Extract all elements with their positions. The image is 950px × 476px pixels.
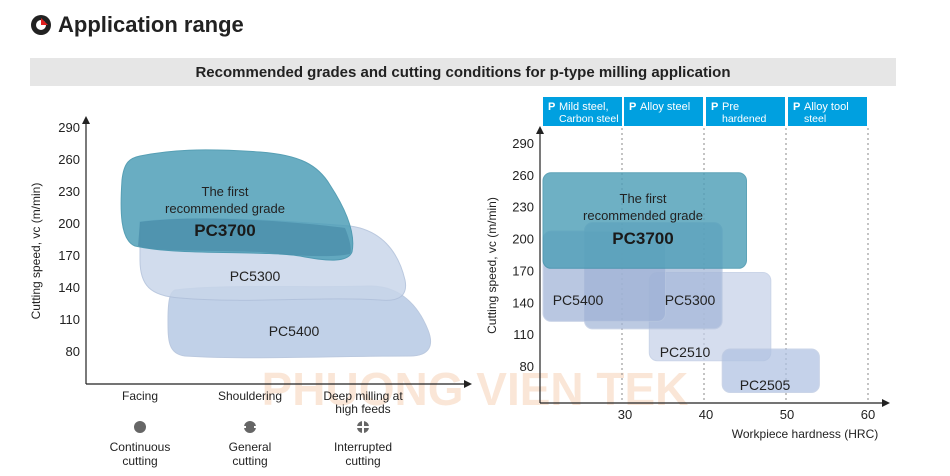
- segmented-circle-icon: [355, 419, 371, 435]
- banner-title: Recommended grades and cutting condition…: [195, 63, 731, 81]
- cutting-type-label-line1: Continuous: [110, 440, 171, 454]
- left-pc3700-label-line2: recommended grade: [165, 201, 285, 216]
- partial-circle-icon: [242, 421, 258, 433]
- right-y-axis-title: Cutting speed, vc (m/min): [485, 197, 499, 334]
- right-x-tick-label: 40: [699, 407, 713, 422]
- right-pc5300-grade: PC5300: [665, 292, 716, 308]
- chart-banner: Recommended grades and cutting condition…: [30, 58, 896, 86]
- material-label-line1: Pre: [722, 101, 739, 113]
- right-y-tick-label: 230: [512, 200, 534, 215]
- left-y-tick-label: 260: [58, 152, 80, 167]
- right-y-axis-arrow: [536, 126, 544, 134]
- left-overlap-band: [138, 218, 351, 257]
- left-y-axis-arrow: [82, 116, 90, 124]
- left-y-tick-label: 290: [58, 120, 80, 135]
- right-y-tick-label: 290: [512, 136, 534, 151]
- left-y-tick-label: 170: [58, 248, 80, 263]
- left-x-axis-arrow: [464, 380, 472, 388]
- right-y-tick-label: 200: [512, 232, 534, 247]
- cutting-type-label-line2: cutting: [345, 454, 380, 468]
- right-x-axis-arrow: [882, 399, 890, 407]
- cutting-type-label-line1: General: [229, 440, 272, 454]
- right-pc2505-grade: PC2505: [740, 377, 791, 393]
- right-region-pc2505: [721, 348, 820, 394]
- left-pc3700-grade: PC3700: [194, 221, 255, 240]
- left-category-label: Shouldering: [218, 389, 282, 403]
- material-prefix: P: [793, 101, 800, 113]
- right-y-tick-label: 260: [512, 168, 534, 183]
- section-header: Application range: [30, 8, 244, 42]
- right-x-tick-label: 60: [861, 407, 875, 422]
- left-y-tick-label: 200: [58, 216, 80, 231]
- left-category-label: Facing: [122, 389, 158, 403]
- left-y-tick-label: 80: [66, 344, 80, 359]
- right-y-tick-label: 110: [513, 327, 534, 342]
- right-x-tick-label: 30: [618, 407, 632, 422]
- watermark-text: PHUONG VIEN TEK: [262, 363, 689, 415]
- right-x-axis-title: Workpiece hardness (HRC): [732, 427, 879, 441]
- right-x-tick-label: 50: [780, 407, 794, 422]
- material-label-line2: steel: [804, 113, 826, 125]
- left-category-label: Deep milling at: [323, 389, 403, 403]
- cutting-type-label-line2: cutting: [122, 454, 157, 468]
- left-y-axis-title: Cutting speed, vc (m/min): [29, 183, 43, 320]
- material-label-line1: Alloy steel: [640, 101, 690, 113]
- circle-arrow-icon: [31, 15, 51, 35]
- solid-circle-icon: [134, 421, 146, 433]
- cutting-type-label-line1: Interrupted: [334, 440, 392, 454]
- material-prefix: P: [629, 101, 636, 113]
- left-y-tick-label: 110: [59, 312, 80, 327]
- right-pc3700-label-line1: The first: [620, 191, 667, 206]
- left-pc5400-grade: PC5400: [269, 323, 320, 339]
- material-prefix: P: [711, 101, 718, 113]
- left-pc3700-label-line1: The first: [202, 184, 249, 199]
- right-y-tick-label: 170: [512, 263, 534, 278]
- left-y-tick-label: 230: [58, 184, 80, 199]
- material-label-line1: Mild steel,: [559, 101, 609, 113]
- page-title: Application range: [58, 12, 244, 37]
- material-label-line1: Alloy tool: [804, 101, 849, 113]
- right-region-pc3700: [542, 172, 747, 269]
- right-y-tick-label: 140: [512, 295, 534, 310]
- right-pc3700-grade: PC3700: [612, 229, 673, 248]
- material-label-line2: Carbon steel: [559, 113, 619, 125]
- left-pc5300-grade: PC5300: [230, 268, 281, 284]
- right-pc5400-grade: PC5400: [553, 292, 604, 308]
- left-category-label: high feeds: [335, 402, 390, 416]
- right-pc2510-grade: PC2510: [660, 344, 711, 360]
- material-group-1: P Mild steel,Carbon steel: [543, 97, 622, 126]
- material-group-2: P Alloy steel: [624, 97, 703, 126]
- material-label-line2: hardened: [722, 113, 767, 125]
- material-prefix: P: [548, 101, 555, 113]
- right-y-tick-label: 80: [520, 359, 534, 374]
- cutting-type-label-line2: cutting: [232, 454, 267, 468]
- left-y-tick-label: 140: [58, 280, 80, 295]
- right-pc3700-label-line2: recommended grade: [583, 208, 703, 223]
